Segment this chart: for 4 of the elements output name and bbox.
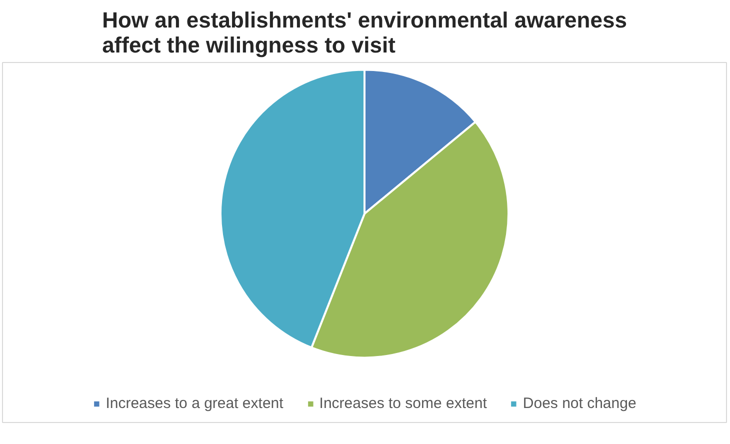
chart-title: How an establishments' environmental awareness affect the wilingness to visit <box>102 8 627 58</box>
legend-label: Does not change <box>522 395 636 412</box>
legend-label: Increases to a great extent <box>106 395 284 412</box>
legend-label: Increases to some extent <box>319 395 487 412</box>
